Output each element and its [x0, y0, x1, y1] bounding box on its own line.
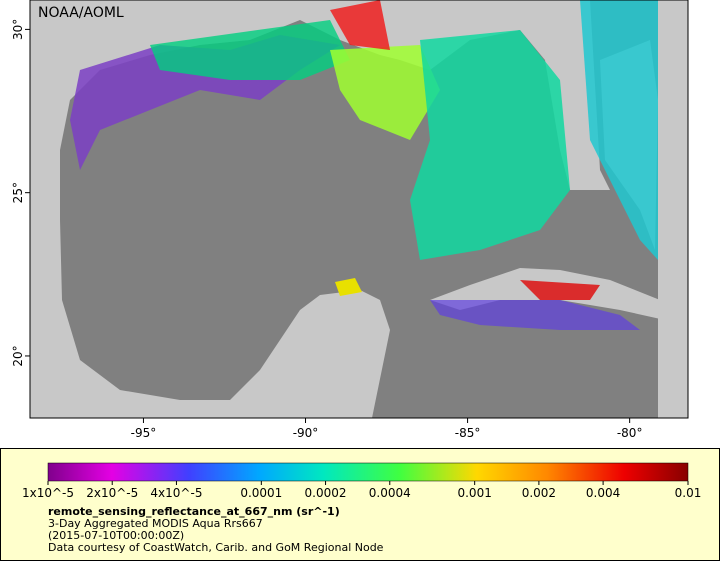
- legend-credit: Data courtesy of CoastWatch, Carib. and …: [48, 541, 384, 554]
- colorbar-tick-label: 4x10^-5: [150, 486, 202, 500]
- colorbar-tick-label: 2x10^-5: [86, 486, 138, 500]
- colorbar-tick-label: 0.001: [457, 486, 491, 500]
- x-tick-label: -80°: [617, 426, 643, 440]
- colorbar-tick-label: 0.0004: [369, 486, 411, 500]
- swath: [330, 0, 390, 50]
- colorbar-tick-label: 0.0001: [240, 486, 282, 500]
- x-tick-label: -90°: [293, 426, 319, 440]
- colorbar-tick-label: 1x10^-5: [22, 486, 74, 500]
- land: [30, 0, 688, 418]
- legend-dataset: 3-Day Aggregated MODIS Aqua Rrs667: [48, 517, 263, 530]
- swath: [580, 0, 658, 260]
- swath: [410, 30, 570, 260]
- colorbar: [47, 462, 689, 482]
- x-tick-label: -95°: [131, 426, 157, 440]
- legend-variable: remote_sensing_reflectance_at_667_nm (sr…: [48, 505, 340, 518]
- colorbar-tick-label: 0.004: [586, 486, 620, 500]
- legend-time: (2015-07-10T00:00:00Z): [48, 529, 184, 542]
- swath: [330, 45, 440, 140]
- colorbar-tick-label: 0.01: [675, 486, 702, 500]
- colorbar-tick-label: 0.002: [522, 486, 556, 500]
- watermark: NOAA/AOML: [38, 5, 124, 21]
- map: NOAA/AOML: [30, 0, 688, 418]
- swath: [520, 280, 600, 300]
- y-tick-label: 25°: [11, 182, 25, 203]
- swath: [430, 300, 640, 330]
- y-tick-label: 30°: [11, 19, 25, 40]
- x-tick-label: -85°: [455, 426, 481, 440]
- colorbar-tick-label: 0.0002: [305, 486, 347, 500]
- swath: [335, 278, 362, 296]
- y-tick-label: 20°: [11, 345, 25, 366]
- map-frame: [29, 0, 689, 419]
- swath: [150, 20, 350, 80]
